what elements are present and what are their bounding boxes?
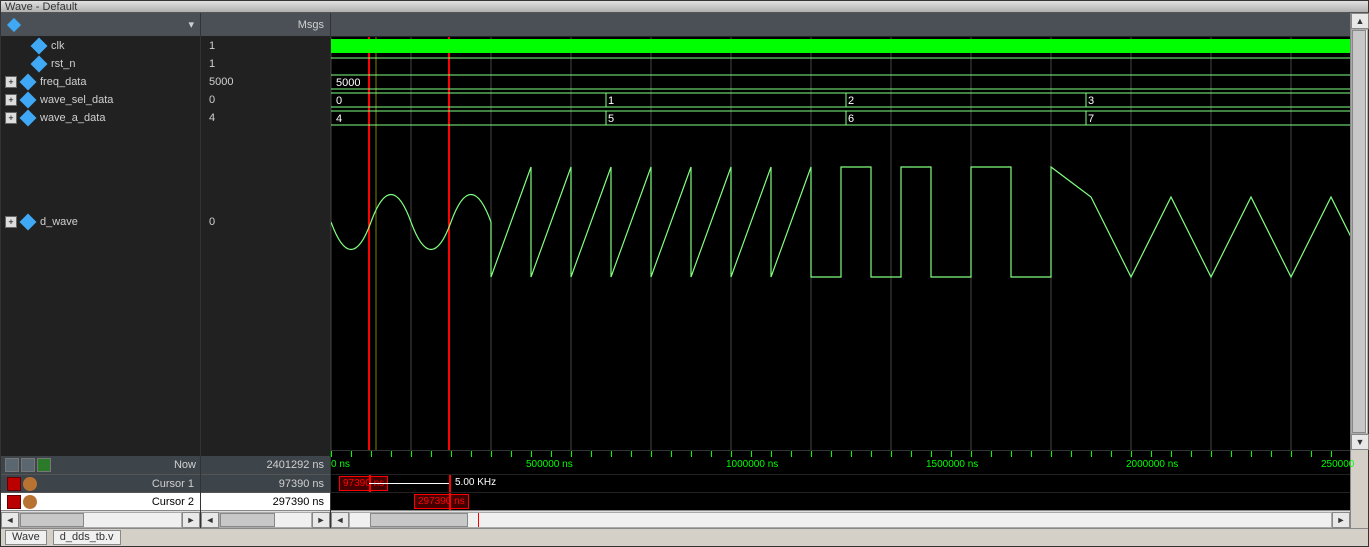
toolbar-icons: Now — [1, 456, 200, 474]
signal-icon — [20, 92, 37, 109]
signal-icon — [20, 214, 37, 231]
scroll-track[interactable] — [19, 512, 182, 528]
signal-name: rst_n — [51, 58, 75, 70]
signal-name: freq_data — [40, 76, 86, 88]
scroll-right-icon[interactable]: ► — [182, 512, 200, 528]
signal-row[interactable]: + freq_data — [1, 73, 200, 91]
tool-icon[interactable] — [5, 458, 19, 472]
signal-icon — [31, 56, 48, 73]
scroll-left-icon[interactable]: ◄ — [331, 512, 349, 528]
cursor-2-bar[interactable]: 297390 ns — [331, 492, 1350, 510]
hscroll-wave[interactable]: ◄ ► — [331, 510, 1350, 528]
msgs-header: Msgs — [201, 13, 330, 37]
title-text: Wave - Default — [5, 1, 77, 13]
signal-row[interactable]: clk — [1, 37, 200, 55]
waveform-canvas[interactable]: 5000 0 1 2 3 4 5 6 7 — [331, 37, 1350, 450]
svg-text:6: 6 — [848, 113, 854, 125]
signal-name: d_wave — [40, 216, 78, 228]
cursor-label: Cursor 1 — [152, 478, 194, 490]
cursor-1-row[interactable]: Cursor 1 — [1, 474, 200, 492]
signal-value: 1 — [201, 37, 330, 55]
cursor-1-value: 97390 ns — [201, 474, 330, 492]
lock-icon[interactable] — [7, 477, 21, 491]
svg-text:3: 3 — [1088, 95, 1094, 107]
tab-file[interactable]: d_dds_tb.v — [53, 530, 121, 545]
waveform-column: 5000 0 1 2 3 4 5 6 7 0 ns500000 ns1000000 ns1500… — [331, 13, 1350, 528]
signal-row[interactable]: + wave_sel_data — [1, 91, 200, 109]
value-list[interactable]: 115000040 — [201, 37, 330, 456]
svg-text:1: 1 — [608, 95, 614, 107]
scroll-left-icon[interactable]: ◄ — [1, 512, 19, 528]
main-area: ▾ clk rst_n + freq_data + wave_sel_data + wave_… — [1, 13, 1368, 528]
wave-header — [331, 13, 1350, 37]
cursor-2-row[interactable]: Cursor 2 — [1, 492, 200, 510]
signal-icon — [31, 38, 48, 55]
expand-icon[interactable]: + — [5, 76, 17, 88]
hscroll-values[interactable]: ◄ ► — [201, 510, 330, 528]
signal-name: wave_sel_data — [40, 94, 113, 106]
signal-value: 0 — [201, 167, 330, 277]
titlebar[interactable]: Wave - Default — [1, 1, 1368, 13]
tool-icon[interactable] — [21, 458, 35, 472]
signal-icon — [20, 74, 37, 91]
time-axis[interactable]: 0 ns500000 ns1000000 ns1500000 ns2000000… — [331, 450, 1350, 474]
signal-row[interactable]: + d_wave — [1, 167, 200, 277]
signal-list[interactable]: clk rst_n + freq_data + wave_sel_data + wave_a_… — [1, 37, 200, 456]
now-label: Now — [174, 459, 196, 471]
svg-text:7: 7 — [1088, 113, 1094, 125]
cursor-label: Cursor 2 — [152, 496, 194, 508]
pin-icon[interactable] — [23, 477, 37, 491]
scroll-track[interactable] — [349, 512, 1332, 528]
lock-icon[interactable] — [7, 495, 21, 509]
pin-icon[interactable] — [23, 495, 37, 509]
scroll-left-icon[interactable]: ◄ — [201, 512, 219, 528]
scroll-down-icon[interactable]: ▼ — [1351, 434, 1369, 450]
expand-icon[interactable]: + — [5, 216, 17, 228]
scroll-track[interactable] — [219, 512, 312, 528]
tab-wave[interactable]: Wave — [5, 530, 47, 545]
signal-row[interactable]: rst_n — [1, 55, 200, 73]
expand-icon[interactable]: + — [5, 94, 17, 106]
scroll-right-icon[interactable]: ► — [1332, 512, 1350, 528]
cursor-1-bar[interactable]: 97390 ns5.00 KHz — [331, 474, 1350, 492]
vscroll[interactable]: ▲ ▼ — [1350, 13, 1368, 528]
cursor-2-value: 297390 ns — [201, 492, 330, 510]
logo-icon — [7, 17, 21, 31]
svg-text:5000: 5000 — [336, 77, 360, 89]
vscroll-track[interactable] — [1351, 29, 1368, 434]
now-value: 2401292 ns — [267, 459, 325, 471]
now-value-row: 2401292 ns — [201, 456, 330, 474]
signal-name: wave_a_data — [40, 112, 105, 124]
svg-text:0: 0 — [336, 95, 342, 107]
signal-names-column: ▾ clk rst_n + freq_data + wave_sel_data + wave_… — [1, 13, 201, 528]
scroll-right-icon[interactable]: ► — [312, 512, 330, 528]
svg-text:2: 2 — [848, 95, 854, 107]
footer: Wave d_dds_tb.v — [1, 528, 1368, 546]
signal-value: 4 — [201, 109, 330, 127]
hscroll-signals[interactable]: ◄ ► — [1, 510, 200, 528]
expand-icon[interactable]: + — [5, 112, 17, 124]
svg-text:4: 4 — [336, 113, 342, 125]
signal-name: clk — [51, 40, 64, 52]
values-column: Msgs 115000040 2401292 ns 97390 ns 29739… — [201, 13, 331, 528]
signal-icon — [20, 110, 37, 127]
signal-value: 1 — [201, 55, 330, 73]
svg-text:5: 5 — [608, 113, 614, 125]
add-icon[interactable] — [37, 458, 51, 472]
wave-window: Wave - Default ▾ clk rst_n + freq_data + wave… — [0, 0, 1369, 547]
signal-value: 5000 — [201, 73, 330, 91]
signal-value: 0 — [201, 91, 330, 109]
scroll-up-icon[interactable]: ▲ — [1351, 13, 1369, 29]
signal-header: ▾ — [1, 13, 200, 37]
signal-row[interactable]: + wave_a_data — [1, 109, 200, 127]
